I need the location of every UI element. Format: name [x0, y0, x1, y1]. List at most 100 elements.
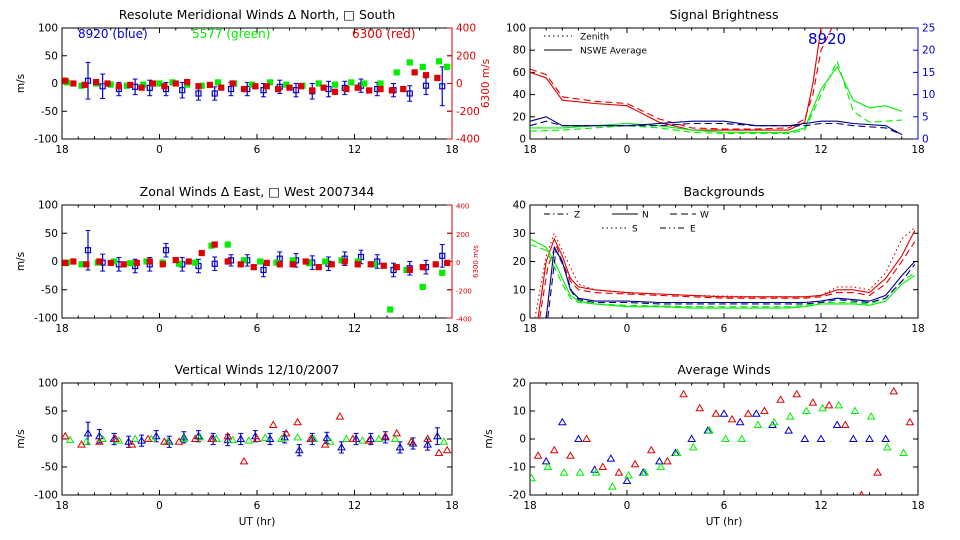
data-point-red	[120, 261, 127, 268]
data-point-red	[77, 440, 86, 448]
y-tick-label: 0	[51, 434, 58, 446]
data-point-red	[115, 83, 122, 90]
data-point-red	[434, 74, 441, 82]
data-point-green	[559, 468, 569, 476]
data-point-red	[663, 456, 672, 465]
x-tick-label: 18	[911, 144, 924, 156]
data-point-blue	[357, 253, 365, 261]
data-point-green	[348, 79, 355, 86]
data-point-green	[361, 80, 368, 87]
legend-green: 5577 (green)	[192, 27, 270, 41]
data-point-red	[206, 81, 213, 88]
data-point-red	[240, 85, 248, 93]
data-point-red	[407, 437, 416, 445]
data-point-green	[802, 406, 811, 414]
data-point-red	[207, 434, 216, 442]
data-point-red	[381, 431, 390, 440]
x-tick-label: 18	[911, 500, 924, 512]
data-point-green	[127, 260, 134, 267]
x-tick-label: 6	[254, 500, 261, 512]
data-point-red	[297, 83, 304, 90]
data-point-red	[185, 258, 192, 265]
data-point-green	[156, 80, 163, 87]
data-point-blue	[179, 432, 189, 441]
data-point-red	[348, 434, 358, 442]
data-point-red	[549, 445, 559, 454]
data-point-red	[328, 261, 335, 268]
y2-tick-label: -400	[456, 316, 472, 324]
y2-tick-label: -200	[456, 106, 480, 118]
data-point-blue	[408, 438, 418, 447]
data-point-red	[392, 428, 402, 437]
y-tick-label: 10	[513, 406, 526, 418]
data-point-red	[96, 258, 103, 265]
data-point-red	[354, 261, 361, 268]
data-point-green	[393, 69, 400, 76]
y2-tick-label: 10	[922, 89, 935, 101]
data-point-red	[223, 431, 233, 440]
data-point-green	[672, 448, 682, 456]
data-point-blue	[422, 82, 430, 89]
data-point-blue	[541, 456, 551, 465]
series-line-red-dashed	[530, 28, 833, 130]
data-point-red	[198, 249, 205, 257]
data-point-blue	[83, 428, 93, 437]
data-point-red	[289, 261, 296, 268]
x-tick-label: 0	[156, 500, 163, 512]
y-tick-label: 100	[38, 378, 58, 390]
x-tick-label: 18	[445, 144, 458, 156]
data-point-green	[688, 442, 698, 451]
data-point-blue	[654, 456, 664, 465]
data-layer	[62, 412, 452, 465]
data-point-red	[229, 80, 236, 87]
data-point-red	[711, 409, 721, 417]
data-point-blue	[687, 434, 697, 442]
data-point-green	[293, 432, 302, 441]
legend-label: N	[642, 211, 649, 221]
x-tick-label: 0	[156, 323, 163, 335]
data-point-blue	[236, 434, 246, 442]
x-tick-label: 18	[523, 144, 536, 156]
y2-tick-label: 5	[922, 111, 929, 123]
data-point-blue	[439, 252, 446, 259]
data-point-green	[374, 434, 384, 442]
plot-frame	[529, 27, 919, 140]
y-tick-label: 80	[513, 45, 526, 57]
data-point-green	[195, 432, 205, 441]
data-point-blue	[162, 247, 170, 254]
data-point-red	[293, 417, 302, 426]
data-point-blue	[195, 90, 202, 97]
data-point-red	[104, 80, 111, 87]
data-point-green	[387, 306, 394, 313]
data-point-blue	[366, 434, 376, 442]
chart-title: Signal Brightness	[670, 7, 779, 22]
data-point-red	[824, 400, 834, 409]
data-point-blue	[381, 432, 390, 441]
x-tick-label: 6	[721, 323, 728, 335]
data-point-red	[172, 256, 179, 264]
data-point-blue	[84, 247, 92, 254]
data-point-blue	[265, 434, 275, 442]
data-point-green	[705, 426, 714, 434]
series-line-green-solid	[530, 238, 916, 309]
legend-label: S	[632, 225, 638, 235]
data-point-red	[111, 434, 120, 442]
data-point-blue	[337, 442, 346, 451]
y-tick-label: 50	[45, 228, 58, 240]
data-point-red	[366, 87, 373, 94]
data-point-blue	[832, 420, 842, 428]
data-point-green	[406, 59, 413, 66]
data-point-red	[93, 79, 100, 86]
data-point-red	[434, 448, 444, 456]
data-point-green	[390, 434, 400, 442]
chart-title: Resolute Meridional Winds Δ North, □ Sou…	[119, 7, 396, 22]
data-point-green	[175, 260, 183, 267]
data-point-red	[263, 83, 270, 90]
x-tick-label: 18	[445, 323, 458, 335]
data-point-green	[65, 435, 75, 444]
data-point-green	[850, 406, 860, 414]
